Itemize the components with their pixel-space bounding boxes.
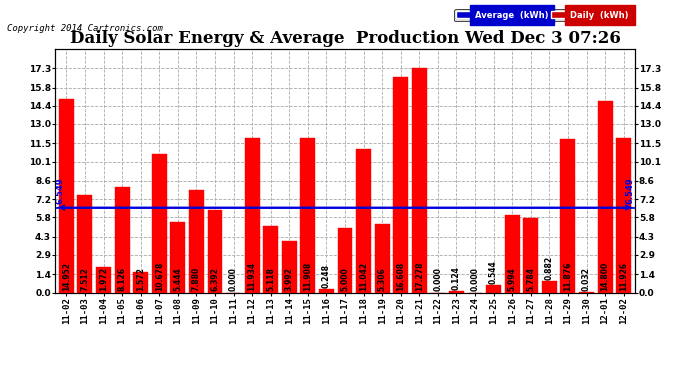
Text: 17.278: 17.278 xyxy=(415,261,424,291)
Bar xyxy=(319,289,334,292)
Text: 0.032: 0.032 xyxy=(582,267,591,291)
Text: 11.926: 11.926 xyxy=(619,261,628,291)
Text: 0.124: 0.124 xyxy=(452,266,461,290)
Text: 6.549: 6.549 xyxy=(626,177,635,204)
Bar xyxy=(170,222,185,292)
Text: 14.952: 14.952 xyxy=(62,261,71,291)
Text: 3.992: 3.992 xyxy=(285,267,294,291)
Bar xyxy=(77,195,92,292)
Text: 11.876: 11.876 xyxy=(564,261,573,291)
Bar xyxy=(523,217,538,292)
Bar xyxy=(96,267,111,292)
Bar xyxy=(133,272,148,292)
Bar xyxy=(486,285,501,292)
Text: 1.972: 1.972 xyxy=(99,267,108,291)
Bar xyxy=(616,138,631,292)
Text: 5.444: 5.444 xyxy=(173,267,182,291)
Text: 5.784: 5.784 xyxy=(526,267,535,291)
Text: 0.544: 0.544 xyxy=(489,260,498,284)
Bar xyxy=(375,224,390,292)
Bar xyxy=(542,281,557,292)
Text: 5.000: 5.000 xyxy=(340,267,350,291)
Text: 0.000: 0.000 xyxy=(433,267,442,291)
Text: 11.934: 11.934 xyxy=(248,261,257,291)
Bar xyxy=(245,138,259,292)
Text: 5.306: 5.306 xyxy=(377,267,386,291)
Bar xyxy=(59,99,74,292)
Text: 7.512: 7.512 xyxy=(81,267,90,291)
Text: 0.882: 0.882 xyxy=(545,256,554,280)
Bar xyxy=(300,138,315,292)
Text: 16.608: 16.608 xyxy=(396,261,405,291)
Text: 11.908: 11.908 xyxy=(304,261,313,291)
Text: 0.000: 0.000 xyxy=(471,267,480,291)
Text: 11.042: 11.042 xyxy=(359,261,368,291)
Bar xyxy=(505,215,520,292)
Bar xyxy=(412,69,426,292)
Text: Copyright 2014 Cartronics.com: Copyright 2014 Cartronics.com xyxy=(7,24,163,33)
Text: 14.800: 14.800 xyxy=(600,261,609,291)
Bar xyxy=(449,291,464,292)
Bar xyxy=(337,228,353,292)
Bar xyxy=(282,241,297,292)
Bar xyxy=(393,77,408,292)
Title: Daily Solar Energy & Average  Production Wed Dec 3 07:26: Daily Solar Energy & Average Production … xyxy=(70,30,620,47)
Bar xyxy=(189,190,204,292)
Text: 1.572: 1.572 xyxy=(136,267,145,291)
Text: 5.118: 5.118 xyxy=(266,267,275,291)
Bar xyxy=(264,226,278,292)
Text: 0.248: 0.248 xyxy=(322,264,331,288)
Bar xyxy=(152,154,167,292)
Bar xyxy=(208,210,222,292)
Bar xyxy=(115,187,130,292)
Bar xyxy=(598,100,613,292)
Text: 6.549: 6.549 xyxy=(55,177,64,204)
Text: 7.880: 7.880 xyxy=(192,266,201,291)
Legend: Average  (kWh), Daily  (kWh): Average (kWh), Daily (kWh) xyxy=(455,9,631,21)
Text: 10.678: 10.678 xyxy=(155,261,164,291)
Text: 0.000: 0.000 xyxy=(229,267,238,291)
Text: 5.994: 5.994 xyxy=(508,267,517,291)
Bar xyxy=(356,149,371,292)
Bar xyxy=(560,138,575,292)
Text: 6.392: 6.392 xyxy=(210,267,219,291)
Text: 8.126: 8.126 xyxy=(117,267,126,291)
